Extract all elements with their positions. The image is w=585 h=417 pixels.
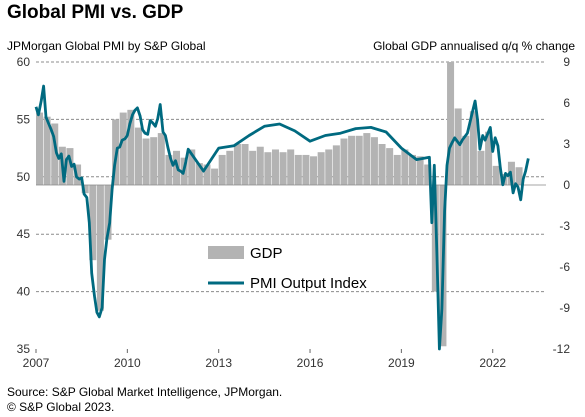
gdp-bar-2022Q1	[492, 165, 500, 185]
right-axis-caption: Global GDP annualised q/q % change	[373, 39, 575, 53]
left-axis-ticks: 60 55 50 45 40 35	[17, 55, 31, 356]
gdp-bar-2018Q2	[378, 144, 386, 185]
pmi-output-line	[34, 84, 530, 351]
x-tick-2007: 2007	[23, 356, 50, 370]
right-tick-0: 0	[563, 178, 570, 192]
gdp-bar-2017Q2	[348, 135, 356, 185]
left-tick-35: 35	[17, 342, 31, 356]
gdp-bar-2010Q2	[134, 127, 142, 185]
gdp-bar-2019Q2	[408, 154, 416, 185]
gdp-bar-2009Q1	[96, 185, 104, 311]
gdp-bar-2016Q2	[317, 152, 325, 185]
gdp-bar-2019Q1	[401, 149, 409, 185]
gdp-bar-2017Q4	[363, 133, 371, 185]
gdp-bar-2019Q3	[416, 156, 424, 185]
gdp-bar-2015Q2	[287, 149, 295, 185]
x-tick-2010: 2010	[114, 356, 141, 370]
gdp-bar-2022Q4	[515, 167, 523, 185]
gdp-bar-2007Q3	[51, 123, 59, 185]
gdp-bar-2011Q2	[165, 154, 173, 185]
gdp-bar-2021Q3	[477, 150, 485, 185]
x-tick-2016: 2016	[297, 356, 324, 370]
x-axis-ticks: 2007 2010 2013 2016 2019 2022	[23, 349, 506, 370]
gdp-bar-2017Q3	[355, 135, 363, 185]
legend: GDP PMI Output Index	[208, 245, 367, 292]
right-tick--3: -3	[559, 219, 570, 233]
gdp-bar-2012Q2	[195, 163, 203, 185]
gdp-bar-2014Q4	[271, 149, 279, 185]
gdp-bars	[36, 62, 523, 347]
gdp-bar-2010Q4	[150, 137, 158, 185]
gdp-bar-2016Q4	[332, 145, 340, 185]
gdp-bar-2013Q3	[233, 144, 241, 185]
left-axis-caption: JPMorgan Global PMI by S&P Global	[7, 39, 206, 53]
gdp-bar-2015Q1	[279, 152, 287, 185]
gdp-bar-2013Q1	[218, 154, 226, 185]
right-tick-6: 6	[563, 96, 570, 110]
right-axis-ticks: 9 6 3 0 -3 -6 -9 -12	[553, 55, 571, 356]
gdp-bar-2010Q3	[142, 138, 150, 185]
gdp-bar-2020Q3	[447, 62, 455, 185]
gdp-bar-2007Q2	[43, 116, 51, 185]
left-tick-50: 50	[17, 170, 31, 184]
gdp-bar-2013Q2	[226, 150, 234, 185]
gdp-bar-2009Q2	[104, 185, 112, 240]
gdp-bar-2013Q4	[241, 144, 249, 185]
chart-title: Global PMI vs. GDP	[7, 2, 184, 23]
gdp-bar-2011Q1	[157, 133, 165, 185]
gdp-bar-2017Q1	[340, 138, 348, 185]
gdp-bar-2012Q4	[211, 168, 219, 185]
gdp-bar-2010Q1	[127, 109, 135, 185]
gdp-bar-2018Q4	[393, 154, 401, 185]
gdp-bar-2008Q3	[81, 185, 89, 194]
gdp-bar-2014Q1	[249, 150, 257, 185]
gdp-bar-2020Q4	[454, 108, 462, 185]
legend-pmi-label: PMI Output Index	[250, 275, 367, 292]
gdp-bar-2021Q1	[462, 135, 470, 185]
left-tick-55: 55	[17, 112, 31, 126]
legend-gdp-swatch	[208, 246, 244, 259]
copyright-note: © S&P Global 2023.	[7, 400, 115, 414]
right-tick-3: 3	[563, 137, 570, 151]
gdp-bar-2015Q3	[294, 154, 302, 185]
x-tick-2022: 2022	[479, 356, 506, 370]
gdp-bar-2018Q3	[386, 148, 394, 185]
gdp-bar-2012Q3	[203, 164, 211, 185]
left-tick-45: 45	[17, 227, 31, 241]
gdp-bar-2012Q1	[188, 149, 196, 185]
source-note: Source: S&P Global Market Intelligence, …	[7, 385, 283, 399]
gdp-bar-2008Q2	[74, 164, 82, 185]
x-tick-2013: 2013	[205, 356, 232, 370]
gdp-bar-2021Q4	[485, 131, 493, 185]
gdp-bar-2019Q4	[424, 164, 432, 185]
right-tick-9: 9	[563, 55, 570, 69]
x-tick-2019: 2019	[388, 356, 415, 370]
gdp-bar-2008Q4	[89, 185, 97, 261]
right-tick--6: -6	[559, 260, 570, 274]
right-tick--12: -12	[553, 342, 571, 356]
right-tick--9: -9	[559, 301, 570, 315]
gdp-bar-2018Q1	[370, 137, 378, 185]
legend-gdp-label: GDP	[250, 245, 283, 262]
gdp-bar-2014Q2	[256, 146, 264, 185]
gdp-bar-2007Q1	[36, 112, 44, 185]
gdp-bar-2016Q3	[325, 149, 333, 185]
gdp-bar-2008Q1	[66, 148, 74, 185]
gdp-bar-2014Q3	[264, 152, 272, 185]
left-tick-60: 60	[17, 55, 31, 69]
gdp-bar-2016Q1	[310, 156, 318, 185]
gdp-bar-2015Q4	[302, 154, 310, 185]
left-tick-40: 40	[17, 285, 31, 299]
gdp-bar-2021Q2	[469, 111, 477, 185]
gdp-bar-2009Q4	[119, 112, 127, 185]
